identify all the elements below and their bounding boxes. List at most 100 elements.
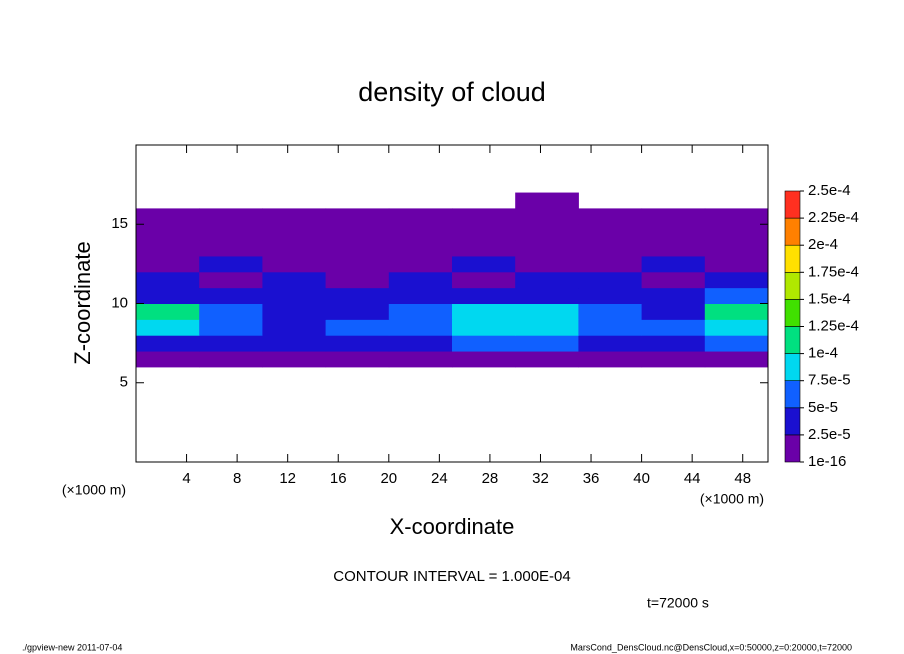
- field-cell: [262, 287, 327, 304]
- y-tick-label: 10: [111, 294, 128, 311]
- field-cell: [641, 271, 706, 289]
- x-tick-label: 24: [431, 470, 448, 487]
- colorbar-label: 2.5e-4: [808, 182, 851, 199]
- field-cell: [325, 271, 390, 289]
- field-cell: [199, 335, 263, 352]
- field-cell: [452, 319, 516, 336]
- field-cell: [515, 208, 579, 225]
- field-cell: [578, 208, 643, 225]
- field-cell: [452, 208, 516, 225]
- field-cell: [578, 335, 643, 352]
- field-cell: [641, 208, 706, 225]
- colorbar-label: 1e-16: [808, 453, 846, 470]
- field-cell: [388, 335, 453, 352]
- field-cell: [325, 287, 390, 304]
- y-axis-label: Z-coordinate: [70, 241, 95, 365]
- x-tick-label: 4: [182, 470, 190, 487]
- field-cell: [136, 319, 200, 336]
- field-cell: [578, 287, 643, 304]
- field-cell: [578, 255, 643, 273]
- field-cell: [452, 335, 516, 352]
- field-cell: [325, 255, 390, 273]
- field-cell: [515, 319, 579, 336]
- field-cell: [704, 319, 769, 336]
- x-tick-label: 32: [532, 470, 549, 487]
- field-cell: [515, 224, 579, 241]
- field-cell: [136, 351, 200, 368]
- field-cell: [641, 240, 706, 257]
- field-cell: [452, 287, 516, 304]
- field-cell: [199, 224, 263, 241]
- field-cell: [704, 303, 769, 320]
- colorbar-swatch: [784, 190, 801, 219]
- field-cell: [515, 271, 579, 289]
- colorbar-label: 1e-4: [808, 345, 838, 362]
- colorbar-label: 1.5e-4: [808, 290, 851, 307]
- field-cell: [199, 271, 263, 289]
- field-cell: [262, 303, 327, 320]
- field-cell: [578, 224, 643, 241]
- annotation: CONTOUR INTERVAL = 1.000E-04: [333, 568, 570, 585]
- colorbar-label: 2.5e-5: [808, 426, 851, 443]
- field-cell: [704, 271, 769, 289]
- field-cell: [262, 351, 327, 368]
- colorbar-label: 1.25e-4: [808, 317, 859, 334]
- colorbar-swatch: [784, 271, 801, 300]
- field-cell: [136, 303, 200, 320]
- field-cell: [578, 319, 643, 336]
- field-cell: [388, 319, 453, 336]
- field-cell: [136, 255, 200, 273]
- field-cell: [704, 255, 769, 273]
- field-cell: [136, 208, 200, 225]
- x-tick-label: 36: [583, 470, 600, 487]
- field-cell: [388, 255, 453, 273]
- x-tick-label: 12: [279, 470, 296, 487]
- field-cell: [199, 287, 263, 304]
- field-cell: [452, 351, 516, 368]
- field-cell: [515, 335, 579, 352]
- colorbar-label: 2.25e-4: [808, 209, 859, 226]
- field-cell: [641, 335, 706, 352]
- field-cell: [262, 224, 327, 241]
- field-cell: [388, 303, 453, 320]
- field-cell: [515, 287, 579, 304]
- x-tick-label: 44: [684, 470, 701, 487]
- x-tick-label: 8: [233, 470, 241, 487]
- x-tick-label: 20: [380, 470, 397, 487]
- x-tick-label: 40: [633, 470, 650, 487]
- field-cell: [388, 224, 453, 241]
- field-cell: [262, 271, 327, 289]
- field-cell: [199, 319, 263, 336]
- field-cell: [641, 351, 706, 368]
- x-tick-label: 16: [330, 470, 347, 487]
- field-cell: [515, 255, 579, 273]
- x-axis-label: X-coordinate: [390, 514, 515, 539]
- field-cell: [199, 255, 263, 273]
- field-cell: [388, 240, 453, 257]
- field-cell: [704, 240, 769, 257]
- field-cell: [199, 240, 263, 257]
- field-cell: [641, 255, 706, 273]
- field-cell: [452, 255, 516, 273]
- field-cell: [325, 240, 390, 257]
- field-cell: [325, 319, 390, 336]
- field-cell: [704, 224, 769, 241]
- field-cell: [325, 303, 390, 320]
- field-cell: [262, 208, 327, 225]
- x-tick-label: 48: [734, 470, 751, 487]
- field-cell: [452, 240, 516, 257]
- field-cell: [515, 303, 579, 320]
- colorbar-label: 5e-5: [808, 399, 838, 416]
- field-cell: [262, 319, 327, 336]
- field-cell: [136, 287, 200, 304]
- field-cell: [325, 208, 390, 225]
- field-cell: [641, 319, 706, 336]
- colorbar-swatch: [784, 299, 801, 327]
- field-cell: [136, 335, 200, 352]
- x-tick-label: 28: [482, 470, 499, 487]
- field-cell: [578, 271, 643, 289]
- field-cell: [704, 351, 769, 368]
- colorbar-label: 2e-4: [808, 236, 838, 253]
- field-cell: [136, 240, 200, 257]
